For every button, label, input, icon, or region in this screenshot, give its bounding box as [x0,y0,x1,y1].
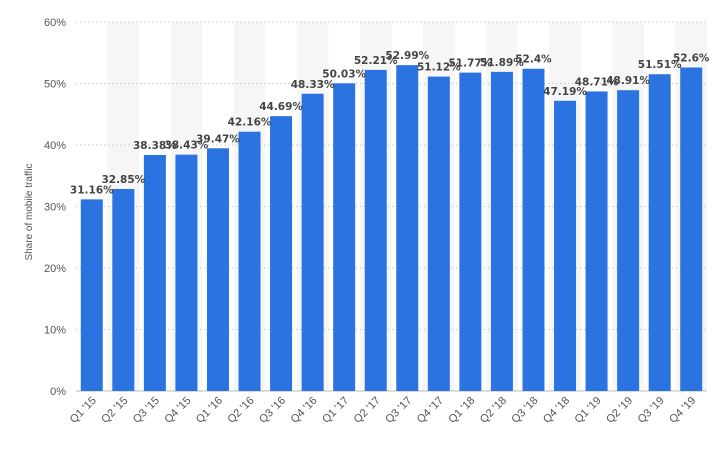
x-tick-label: Q4 '15 [162,395,193,426]
y-tick-label: 40% [44,140,66,152]
bar [427,76,450,391]
bar [80,199,103,391]
y-tick-label: 0% [50,386,66,398]
x-tick-label: Q3 '16 [257,395,288,426]
data-label: 51.51% [638,59,682,71]
x-tick-label: Q3 '17 [383,395,414,426]
bars [80,65,703,392]
x-tick-label: Q1 '15 [68,395,99,426]
data-label: 38.43% [165,140,209,152]
data-label: 52.4% [515,54,552,66]
bar [490,71,513,392]
bar [648,74,671,391]
bar [522,68,545,392]
data-label: 42.16% [228,117,272,129]
bar [301,93,324,391]
x-tick-label: Q2 '15 [99,395,130,426]
x-tick-label: Q1 '19 [573,395,604,426]
data-label: 52.6% [673,53,710,65]
x-tick-label: Q3 '15 [131,395,162,426]
data-label: 39.47% [196,133,240,145]
bar [206,148,229,391]
data-label: 48.71% [575,76,619,88]
bar [585,91,608,391]
x-tick-label: Q4 '16 [289,395,320,426]
data-label: 51.89% [480,57,524,69]
y-tick-label: 60% [44,17,66,29]
data-label: 50.03% [322,68,366,80]
data-label: 51.77% [449,58,493,70]
y-tick-label: 20% [44,263,66,275]
x-tick-label: Q3 '19 [636,395,667,426]
x-tick-label: Q4 '17 [415,395,446,426]
x-tick-label: Q3 '18 [509,395,540,426]
data-label: 52.21% [354,55,398,67]
data-label: 48.33% [291,79,335,91]
bar [175,154,198,391]
x-tick-label: Q2 '16 [225,395,256,426]
x-tick-label: Q4 '18 [541,395,572,426]
x-tick-label: Q2 '18 [478,395,509,426]
x-tick-label: Q1 '18 [446,395,477,426]
x-tick-label: Q4 '19 [667,395,698,426]
bar [680,67,703,391]
data-label: 51.12% [417,62,461,74]
bar [396,65,419,391]
y-tick-label: 50% [44,79,66,91]
data-label: 38.38% [133,140,177,152]
y-tick-label: 10% [44,325,66,337]
data-labels: 31.16%32.85% 38.38%38.43%39.47% 42.16% 44.6… [70,50,710,196]
data-label: 47.19% [543,86,587,98]
y-axis-ticks: 0% 10% 20% 30% 40% 50% 60% [44,17,66,398]
x-tick-label: Q2 '19 [604,395,635,426]
bar [459,72,482,391]
data-label: 44.69% [259,101,303,113]
data-label: 32.85% [101,174,145,186]
x-tick-label: Q1 '16 [194,395,225,426]
x-tick-label: Q1 '17 [320,395,351,426]
bar [333,83,356,392]
data-label: 52.99% [385,50,429,62]
y-tick-label: 30% [44,202,66,214]
bar [554,100,577,392]
bar [270,116,293,392]
x-axis-ticks: Q1 '15 Q2 '15 Q3 '15 Q4 '15 Q1 '16 Q2 '16 Q3 '… [68,395,699,426]
y-axis-title: Share of mobile traffic [24,163,35,260]
bar [112,188,135,391]
bar [617,90,640,392]
data-label: 48.91% [606,75,650,87]
data-label: 31.16% [70,184,114,196]
bar [364,69,387,391]
bar [143,154,166,391]
x-tick-label: Q2 '17 [352,395,383,426]
bar [238,131,261,391]
